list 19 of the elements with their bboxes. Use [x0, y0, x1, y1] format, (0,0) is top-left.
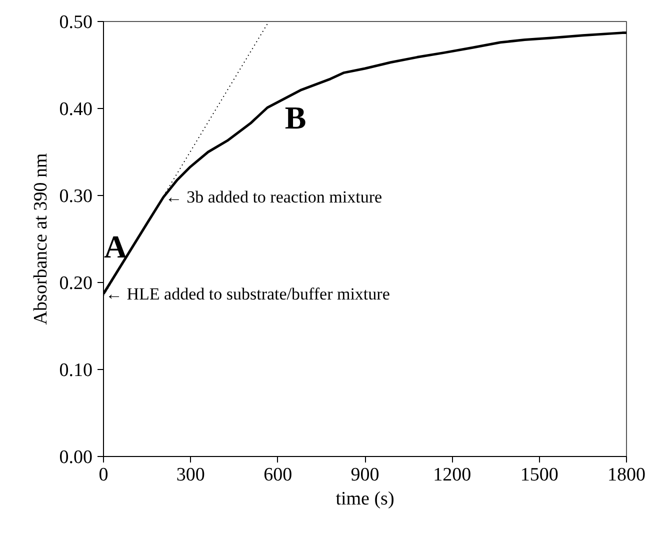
- y-tick-label: 0.10: [59, 360, 92, 381]
- y-axis-title: Absorbance at 390 nm: [30, 153, 52, 325]
- x-axis-title: time (s): [336, 488, 394, 510]
- annotation: B: [284, 100, 306, 136]
- y-tick-label: 0.30: [59, 186, 92, 207]
- y-tick-label: 0.00: [59, 447, 92, 468]
- x-tick-label: 1800: [608, 464, 646, 486]
- x-tick-label: 1500: [520, 464, 558, 486]
- x-tick-label: 0: [98, 464, 108, 486]
- x-tick-label: 1200: [433, 464, 472, 486]
- annotation: ← HLE added to substrate/buffer mixture: [106, 284, 390, 304]
- y-tick-label: 0.50: [59, 12, 92, 33]
- annotation: A: [104, 228, 128, 264]
- y-tick-label: 0.20: [59, 273, 92, 294]
- x-tick-label: 600: [264, 464, 292, 486]
- y-tick-label: 0.40: [59, 99, 92, 120]
- annotation: ← 3b added to reaction mixture: [165, 188, 382, 207]
- x-tick-label: 900: [350, 464, 380, 486]
- x-tick-label: 300: [176, 464, 205, 486]
